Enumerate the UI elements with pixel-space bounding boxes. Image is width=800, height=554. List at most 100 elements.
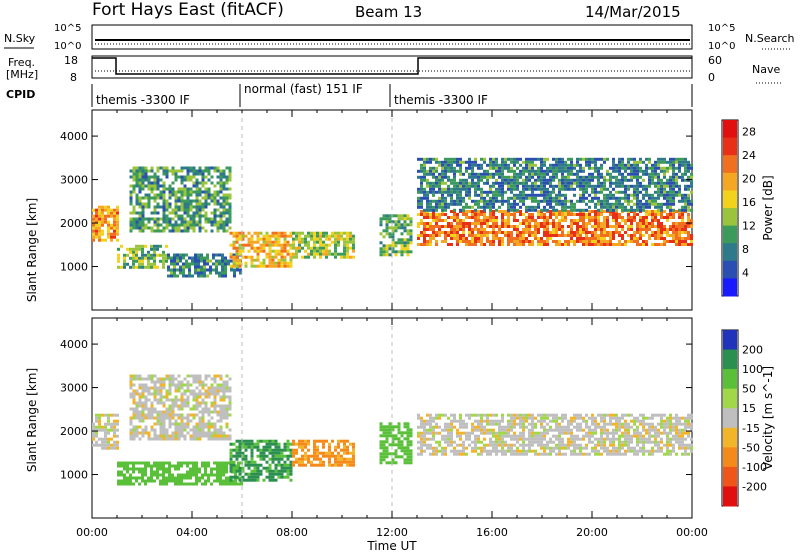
echo-cell <box>352 463 355 467</box>
echo-cell <box>198 193 202 197</box>
echo-cell <box>498 166 501 170</box>
echo-cell <box>522 240 525 243</box>
echo-cell <box>129 416 133 420</box>
echo-cell <box>678 193 681 197</box>
echo-cell <box>456 443 459 447</box>
echo-cell <box>489 160 492 164</box>
echo-cell <box>98 229 101 233</box>
echo-cell <box>663 243 666 246</box>
echo-cell <box>564 208 567 212</box>
echo-cell <box>159 229 163 233</box>
echo-cell <box>504 190 507 194</box>
echo-cell <box>150 428 154 432</box>
echo-cell <box>486 449 489 453</box>
echo-cell <box>98 413 101 417</box>
echo-cell <box>654 181 657 185</box>
echo-cell <box>147 374 151 378</box>
echo-cell <box>310 234 313 238</box>
echo-cell <box>615 243 618 246</box>
echo-cell <box>129 419 133 423</box>
echo-cell <box>186 401 190 405</box>
echo-cell <box>222 413 226 417</box>
echo-cell <box>477 425 480 429</box>
echo-cell <box>180 464 183 468</box>
echo-cell <box>222 464 225 468</box>
echo-cell <box>319 451 322 455</box>
echo-cell <box>687 208 690 212</box>
echo-cell <box>174 214 178 218</box>
echo-cell <box>588 222 591 225</box>
echo-cell <box>268 445 272 449</box>
echo-cell <box>447 193 450 197</box>
echo-cell <box>198 434 202 438</box>
echo-cell <box>582 169 585 173</box>
echo-cell <box>588 193 591 197</box>
echo-cell <box>123 262 126 266</box>
echo-cell <box>229 255 233 259</box>
echo-cell <box>522 234 525 237</box>
echo-cell <box>489 175 492 179</box>
echo-cell <box>567 210 570 213</box>
echo-cell <box>534 193 537 197</box>
echo-cell <box>183 416 187 420</box>
echo-cell <box>603 225 606 228</box>
echo-cell <box>510 178 513 182</box>
echo-cell <box>471 428 474 432</box>
echo-cell <box>250 457 254 461</box>
echo-cell <box>268 252 272 256</box>
echo-cell <box>462 425 465 429</box>
echo-cell <box>480 446 483 450</box>
echo-cell <box>216 374 220 378</box>
echo-cell <box>222 226 226 230</box>
velocity-echo-regions <box>92 318 693 518</box>
echo-cell <box>144 404 148 408</box>
echo-cell <box>156 476 159 480</box>
echo-cell <box>198 181 202 185</box>
echo-cell <box>501 240 504 243</box>
colorbar-swatch <box>723 172 737 191</box>
echo-cell <box>406 232 410 236</box>
echo-cell <box>346 234 349 238</box>
echo-cell <box>543 225 546 228</box>
echo-cell <box>495 208 498 212</box>
echo-cell <box>180 434 184 438</box>
echo-cell <box>423 425 426 429</box>
echo-cell <box>501 452 504 456</box>
echo-cell <box>229 243 233 247</box>
echo-cell <box>492 175 495 179</box>
echo-cell <box>198 479 201 483</box>
echo-cell <box>268 255 272 259</box>
echo-cell <box>292 451 295 455</box>
echo-cell <box>507 175 510 179</box>
echo-cell <box>468 196 471 200</box>
echo-cell <box>495 222 498 225</box>
echo-cell <box>507 413 510 417</box>
echo-cell <box>138 386 142 390</box>
echo-cell <box>540 184 543 188</box>
echo-cell <box>615 208 618 212</box>
echo-cell <box>531 181 534 185</box>
echo-cell <box>132 226 136 230</box>
echo-cell <box>409 449 413 453</box>
echo-cell <box>453 208 456 212</box>
echo-cell <box>501 237 504 240</box>
echo-cell <box>432 431 435 435</box>
echo-cell <box>690 199 693 203</box>
echo-cell <box>135 178 139 182</box>
echo-cell <box>174 437 178 441</box>
echo-cell <box>495 187 498 191</box>
echo-cell <box>295 448 298 452</box>
echo-cell <box>507 196 510 200</box>
echo-cell <box>468 184 471 188</box>
echo-cell <box>510 166 513 170</box>
echo-cell <box>501 225 504 228</box>
echo-cell <box>633 216 636 219</box>
echo-cell <box>480 178 483 182</box>
echo-cell <box>672 225 675 228</box>
echo-cell <box>132 220 136 224</box>
echo-cell <box>216 410 220 414</box>
echo-cell <box>262 264 266 268</box>
echo-cell <box>337 442 340 446</box>
echo-cell <box>579 181 582 185</box>
echo-cell <box>570 178 573 182</box>
